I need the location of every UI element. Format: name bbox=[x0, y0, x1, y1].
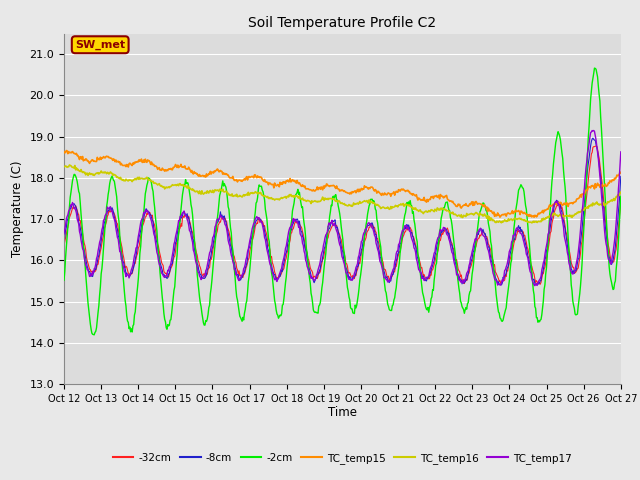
X-axis label: Time: Time bbox=[328, 407, 357, 420]
Text: SW_met: SW_met bbox=[75, 40, 125, 50]
Y-axis label: Temperature (C): Temperature (C) bbox=[11, 160, 24, 257]
Title: Soil Temperature Profile C2: Soil Temperature Profile C2 bbox=[248, 16, 436, 30]
Legend: -32cm, -8cm, -2cm, TC_temp15, TC_temp16, TC_temp17: -32cm, -8cm, -2cm, TC_temp15, TC_temp16,… bbox=[108, 449, 577, 468]
